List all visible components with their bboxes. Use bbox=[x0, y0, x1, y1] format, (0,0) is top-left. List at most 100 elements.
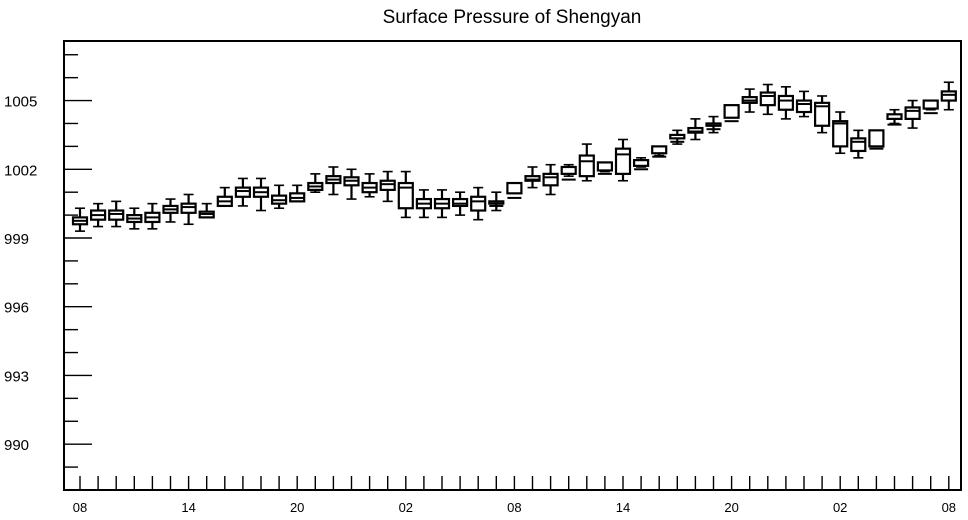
plot-frame bbox=[63, 40, 962, 491]
y-axis: 990 993 996 999 1002 1005 bbox=[4, 54, 92, 491]
box-mark bbox=[180, 193, 197, 226]
y-tick-label: 990 bbox=[4, 437, 29, 454]
box-mark bbox=[71, 207, 89, 232]
box-body bbox=[542, 172, 559, 187]
box-mark bbox=[234, 177, 251, 207]
x-tick-label: 20 bbox=[290, 500, 304, 515]
box-mark bbox=[777, 86, 795, 120]
x-tick-label: 20 bbox=[724, 500, 738, 515]
box-body bbox=[234, 186, 251, 198]
x-tick-label: 14 bbox=[616, 500, 630, 515]
y-tick-label: 996 bbox=[4, 300, 29, 317]
box-mark bbox=[614, 138, 632, 182]
box-body bbox=[868, 129, 885, 148]
box-body bbox=[759, 91, 776, 107]
box-mark bbox=[89, 202, 107, 228]
box-mark bbox=[759, 83, 776, 116]
box-body bbox=[614, 147, 632, 175]
box-mark bbox=[397, 170, 414, 219]
box-mark bbox=[578, 143, 595, 182]
x-tick-label: 14 bbox=[181, 500, 195, 515]
box-body bbox=[705, 122, 722, 127]
box-mark bbox=[651, 145, 668, 158]
box-mark bbox=[198, 202, 215, 219]
box-mark bbox=[108, 200, 125, 228]
box-mark bbox=[524, 166, 541, 189]
box-body bbox=[560, 165, 577, 175]
box-series bbox=[71, 81, 957, 232]
box-mark bbox=[542, 163, 559, 196]
box-body bbox=[470, 195, 487, 212]
box-mark bbox=[813, 95, 831, 134]
box-mark bbox=[560, 163, 577, 181]
box-body bbox=[506, 181, 523, 195]
box-body bbox=[940, 90, 957, 102]
box-body bbox=[687, 126, 704, 134]
box-mark bbox=[669, 129, 686, 145]
box-mark bbox=[452, 191, 469, 216]
box-body bbox=[632, 159, 650, 167]
box-mark bbox=[687, 118, 704, 141]
box-mark bbox=[632, 157, 650, 171]
box-mark bbox=[723, 104, 740, 123]
box-mark bbox=[488, 191, 505, 212]
x-tick-label: 08 bbox=[73, 500, 87, 515]
box-mark bbox=[144, 202, 161, 230]
box-body bbox=[795, 99, 813, 114]
box-mark bbox=[506, 181, 523, 199]
box-body bbox=[578, 154, 595, 178]
box-mark bbox=[126, 207, 143, 230]
y-tick-label: 1005 bbox=[4, 94, 37, 111]
box-mark bbox=[795, 90, 813, 118]
box-mark bbox=[868, 129, 885, 150]
box-body bbox=[832, 120, 849, 148]
box-body bbox=[108, 209, 125, 221]
box-body bbox=[651, 145, 668, 155]
box-mark bbox=[271, 184, 288, 210]
box-mark bbox=[343, 168, 360, 200]
box-mark bbox=[379, 170, 396, 203]
box-mark bbox=[886, 108, 903, 126]
box-body bbox=[669, 133, 686, 140]
box-body bbox=[452, 197, 469, 208]
box-mark bbox=[705, 115, 722, 134]
x-tick-label: 08 bbox=[507, 500, 521, 515]
x-axis: 08 14 20 02 08 14 20 02 08 bbox=[73, 476, 956, 515]
y-tick-label: 999 bbox=[4, 231, 29, 248]
box-mark bbox=[832, 111, 849, 155]
box-mark bbox=[307, 173, 324, 193]
box-body bbox=[379, 179, 396, 192]
x-tick-label: 08 bbox=[942, 500, 956, 515]
y-tick-label: 993 bbox=[4, 368, 29, 385]
box-body bbox=[723, 104, 740, 119]
box-mark bbox=[596, 161, 614, 175]
box-mark bbox=[162, 198, 179, 223]
box-mark bbox=[433, 189, 451, 219]
box-body bbox=[180, 202, 197, 214]
box-mark bbox=[252, 177, 270, 212]
box-mark bbox=[415, 189, 432, 219]
box-mark bbox=[216, 186, 233, 208]
box-body bbox=[813, 101, 831, 127]
box-mark bbox=[470, 186, 487, 221]
box-body bbox=[777, 94, 795, 111]
x-tick-label: 02 bbox=[833, 500, 847, 515]
box-mark bbox=[325, 166, 342, 196]
chart-title: Surface Pressure of Shengyan bbox=[383, 7, 642, 28]
box-body bbox=[596, 161, 614, 172]
box-mark bbox=[361, 173, 378, 198]
box-body bbox=[397, 181, 414, 210]
box-body bbox=[488, 200, 505, 205]
box-body bbox=[886, 113, 903, 120]
box-mark bbox=[904, 99, 921, 129]
y-tick-label: 1002 bbox=[4, 162, 37, 179]
box-mark bbox=[289, 184, 306, 203]
box-mark bbox=[850, 129, 867, 159]
box-body bbox=[904, 106, 921, 120]
box-mark bbox=[922, 99, 939, 115]
box-body bbox=[524, 175, 541, 182]
x-tick-label: 02 bbox=[399, 500, 413, 515]
box-mark bbox=[741, 88, 758, 113]
